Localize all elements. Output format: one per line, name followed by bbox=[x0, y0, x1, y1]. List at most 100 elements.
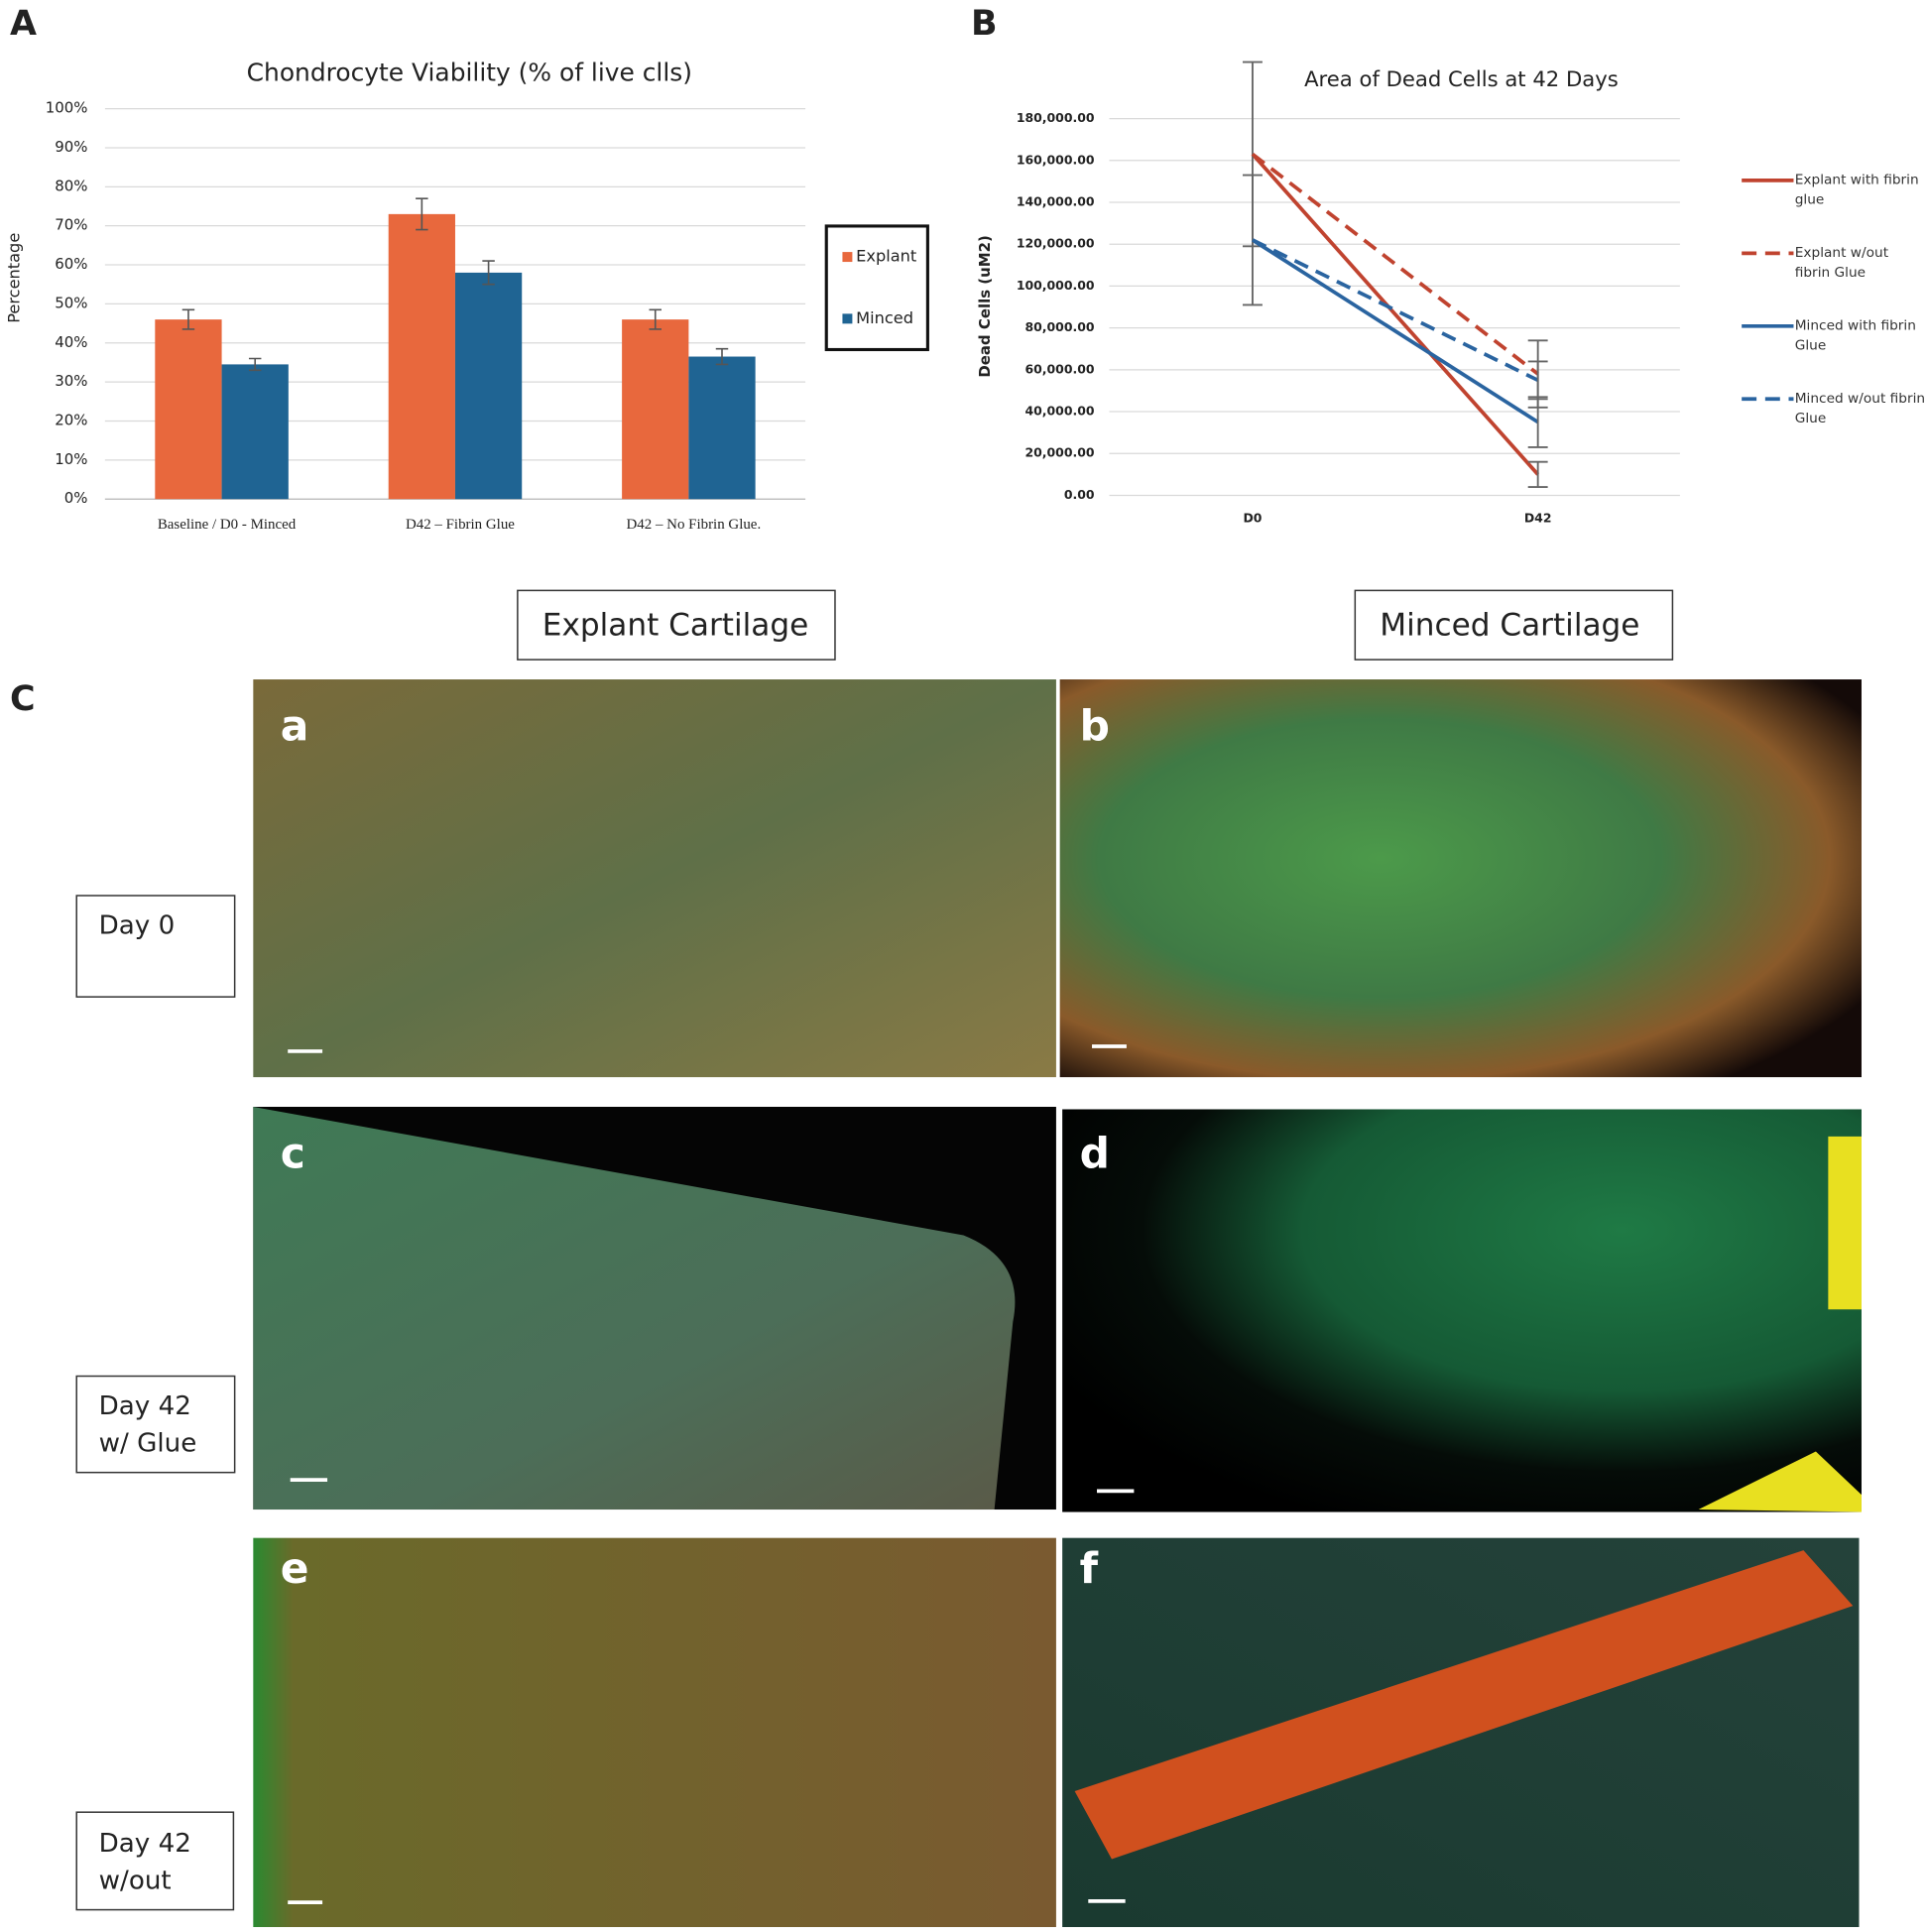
panel-label: C bbox=[10, 679, 36, 719]
bar bbox=[688, 356, 756, 500]
y-tick-label: 80,000.00 bbox=[1024, 319, 1094, 334]
image-letter: d bbox=[1080, 1129, 1110, 1177]
line bbox=[1252, 238, 1539, 383]
micrograph bbox=[253, 1537, 1056, 1928]
error-bar bbox=[1527, 360, 1548, 401]
y-tick-label: 40,000.00 bbox=[1024, 404, 1094, 419]
legend-entry: Explant with fibrin glue bbox=[1794, 172, 1919, 208]
row-labels: Day 0 Day 42 w/ Glue Day 42 w/out bbox=[99, 911, 197, 1896]
bar bbox=[454, 272, 523, 500]
y-tick-label: 0.00 bbox=[1064, 487, 1095, 502]
legend-swatch bbox=[842, 252, 853, 263]
y-tick-label: 80% bbox=[55, 177, 87, 194]
y-tick-label: 60,000.00 bbox=[1024, 361, 1094, 376]
chart-title: Chondrocyte Viability (% of live clls) bbox=[247, 59, 692, 87]
x-tick-label: D0 bbox=[1243, 511, 1262, 526]
row-label: w/out bbox=[99, 1866, 172, 1895]
image-letter: e bbox=[281, 1544, 309, 1593]
y-tick-label: 140,000.00 bbox=[1017, 193, 1095, 208]
error-bar bbox=[181, 308, 195, 330]
bar bbox=[221, 364, 289, 500]
legend-label: Explant with fibrin glue bbox=[1794, 172, 1919, 208]
column-label: Explant Cartilage bbox=[542, 607, 808, 643]
legend-swatch bbox=[842, 313, 853, 324]
row-box bbox=[75, 1811, 235, 1911]
legend-entry: Minced with fibrin Glue bbox=[1794, 317, 1916, 354]
micrograph bbox=[253, 1106, 1016, 1510]
scale-bars bbox=[288, 1044, 1135, 1904]
label-boxes bbox=[75, 224, 1674, 1911]
legend-entry: Explant w/out fibrin Glue bbox=[1794, 244, 1889, 281]
image-letter: b bbox=[1080, 701, 1110, 750]
bar bbox=[155, 319, 222, 500]
y-tick-label: 0% bbox=[64, 489, 88, 507]
legend-entry: Minced w/out fibrin Glue bbox=[1794, 390, 1926, 426]
row-label: Day 42 bbox=[99, 1391, 191, 1421]
chart-title: Area of Dead Cells at 42 Days bbox=[1304, 66, 1619, 91]
micrograph-detail bbox=[1698, 1451, 1862, 1512]
image-letter: a bbox=[281, 701, 309, 750]
image-letter: f bbox=[1080, 1544, 1099, 1593]
legend-label: Minced w/out fibrin Glue bbox=[1794, 390, 1926, 426]
micrograph-detail bbox=[1828, 1136, 1862, 1310]
x-tick-label: D42 bbox=[1524, 511, 1552, 526]
row-box bbox=[75, 895, 236, 998]
y-tick-label: 180,000.00 bbox=[1017, 110, 1095, 125]
micrograph bbox=[253, 679, 1056, 1078]
column-box bbox=[517, 589, 836, 661]
y-tick-label: 40% bbox=[55, 333, 87, 351]
y-tick-label: 50% bbox=[55, 294, 87, 311]
error-bar bbox=[416, 197, 428, 231]
legend-label: Explant bbox=[856, 247, 916, 266]
y-tick-label: 20% bbox=[55, 411, 87, 428]
panel-label: B bbox=[971, 4, 998, 44]
error-bar bbox=[649, 308, 662, 330]
y-tick-label: 70% bbox=[55, 216, 87, 234]
column-labels: Explant Cartilage Minced Cartilage bbox=[542, 607, 1640, 643]
image-letter: c bbox=[281, 1129, 305, 1177]
y-tick-label: 60% bbox=[55, 255, 87, 273]
y-tick-label: 90% bbox=[55, 138, 87, 156]
row-label: Day 0 bbox=[99, 911, 176, 941]
x-tick-label: D42 – No Fibrin Glue. bbox=[627, 517, 762, 533]
panel-labels: A B C bbox=[10, 4, 998, 719]
image-letters: a b c d e f bbox=[281, 701, 1110, 1592]
legend-label: Minced bbox=[856, 308, 913, 327]
y-tick-label: 10% bbox=[55, 450, 87, 468]
error-bar bbox=[482, 260, 495, 286]
error-bar bbox=[1527, 460, 1548, 488]
row-label: Day 42 bbox=[99, 1829, 191, 1859]
panel-label: A bbox=[10, 4, 37, 44]
error-bar bbox=[715, 347, 729, 366]
line bbox=[1251, 153, 1540, 476]
x-tick-label: D42 – Fibrin Glue bbox=[406, 517, 515, 533]
legend-box bbox=[824, 224, 929, 352]
y-tick-label: 30% bbox=[55, 372, 87, 390]
y-tick-label: 160,000.00 bbox=[1017, 152, 1095, 167]
y-tick-label: 100% bbox=[46, 99, 88, 117]
y-tick-label: 20,000.00 bbox=[1024, 445, 1094, 460]
row-label: w/ Glue bbox=[99, 1429, 197, 1459]
legend-label: Explant w/out fibrin Glue bbox=[1794, 244, 1889, 281]
micrograph-detail bbox=[1074, 1550, 1854, 1860]
y-tick-label: 120,000.00 bbox=[1017, 236, 1095, 251]
line bbox=[1251, 238, 1539, 424]
legend-label: Minced with fibrin Glue bbox=[1794, 317, 1916, 354]
error-bar bbox=[248, 357, 262, 372]
error-bar bbox=[1527, 396, 1548, 448]
y-axis-label: Percentage bbox=[4, 233, 23, 323]
micrograph bbox=[1059, 679, 1862, 1078]
bar bbox=[622, 319, 689, 500]
micrograph bbox=[1062, 1109, 1862, 1512]
bar bbox=[388, 213, 455, 500]
column-box bbox=[1354, 589, 1674, 661]
row-box bbox=[75, 1375, 236, 1474]
error-bar bbox=[1242, 174, 1263, 306]
line bbox=[1251, 152, 1539, 376]
x-tick-label: Baseline / D0 - Minced bbox=[158, 517, 297, 533]
y-tick-label: 100,000.00 bbox=[1017, 278, 1095, 293]
y-axis-label: Dead Cells (uM2) bbox=[976, 235, 994, 377]
column-label: Minced Cartilage bbox=[1380, 607, 1639, 643]
